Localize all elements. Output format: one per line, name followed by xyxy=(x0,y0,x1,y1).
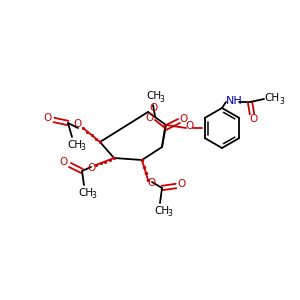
Text: 3: 3 xyxy=(168,209,172,218)
Text: NH: NH xyxy=(226,96,242,106)
Text: 3: 3 xyxy=(280,97,284,106)
Text: O: O xyxy=(186,121,194,131)
Text: O: O xyxy=(148,178,156,188)
Text: O: O xyxy=(149,103,157,113)
Text: O: O xyxy=(60,157,68,167)
Text: O: O xyxy=(178,179,186,189)
Text: CH: CH xyxy=(78,188,94,198)
Text: O: O xyxy=(250,114,258,124)
Text: O: O xyxy=(74,119,82,129)
Text: 3: 3 xyxy=(160,94,164,103)
Text: O: O xyxy=(146,113,154,123)
Text: CH: CH xyxy=(146,91,162,101)
Text: O: O xyxy=(87,163,95,173)
Text: CH: CH xyxy=(264,93,280,103)
Text: 3: 3 xyxy=(81,143,85,152)
Text: O: O xyxy=(180,114,188,124)
Text: CH: CH xyxy=(154,206,169,216)
Text: 3: 3 xyxy=(92,191,96,200)
Text: CH: CH xyxy=(68,140,82,150)
Text: O: O xyxy=(44,113,52,123)
